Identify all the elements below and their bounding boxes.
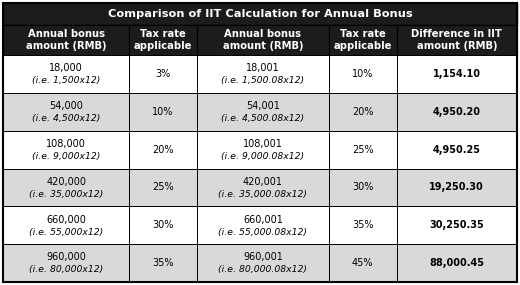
Text: 25%: 25%: [352, 144, 373, 154]
Bar: [397, 93, 517, 131]
Text: (i.e. 9,000x12): (i.e. 9,000x12): [32, 152, 100, 161]
Text: (i.e. 1,500.08x12): (i.e. 1,500.08x12): [222, 76, 305, 85]
Text: 10%: 10%: [152, 107, 174, 117]
Bar: [197, 25, 329, 55]
Bar: [129, 168, 197, 206]
Bar: [3, 3, 517, 25]
Text: 19,250.30: 19,250.30: [430, 182, 484, 192]
Text: 420,000: 420,000: [46, 177, 86, 187]
Bar: [329, 25, 397, 55]
Text: Annual bonus
amount (RMB): Annual bonus amount (RMB): [223, 29, 303, 51]
Bar: [3, 93, 129, 131]
Text: 108,000: 108,000: [46, 139, 86, 149]
Text: (i.e. 55,000x12): (i.e. 55,000x12): [29, 227, 103, 237]
Text: (i.e. 35,000x12): (i.e. 35,000x12): [29, 190, 103, 199]
Bar: [129, 93, 197, 131]
Text: 35%: 35%: [152, 258, 174, 268]
Text: 54,001: 54,001: [246, 101, 280, 111]
Bar: [397, 55, 517, 93]
Bar: [129, 25, 197, 55]
Text: 4,950.25: 4,950.25: [433, 144, 481, 154]
Bar: [329, 55, 397, 93]
Text: 3%: 3%: [155, 69, 171, 79]
Text: (i.e. 1,500x12): (i.e. 1,500x12): [32, 76, 100, 85]
Bar: [397, 131, 517, 168]
Text: 18,000: 18,000: [49, 63, 83, 73]
Text: (i.e. 55,000.08x12): (i.e. 55,000.08x12): [218, 227, 307, 237]
Bar: [197, 168, 329, 206]
Bar: [3, 131, 129, 168]
Text: 54,000: 54,000: [49, 101, 83, 111]
Text: 660,001: 660,001: [243, 215, 283, 225]
Bar: [3, 244, 129, 282]
Bar: [197, 93, 329, 131]
Text: Tax rate
applicable: Tax rate applicable: [134, 29, 192, 51]
Bar: [329, 244, 397, 282]
Text: Comparison of IIT Calculation for Annual Bonus: Comparison of IIT Calculation for Annual…: [108, 9, 412, 19]
Bar: [197, 244, 329, 282]
Text: (i.e. 4,500x12): (i.e. 4,500x12): [32, 114, 100, 123]
Bar: [329, 206, 397, 244]
Text: (i.e. 80,000.08x12): (i.e. 80,000.08x12): [218, 265, 307, 274]
Bar: [397, 244, 517, 282]
Text: 10%: 10%: [352, 69, 373, 79]
Bar: [197, 55, 329, 93]
Text: 108,001: 108,001: [243, 139, 283, 149]
Bar: [329, 131, 397, 168]
Text: 660,000: 660,000: [46, 215, 86, 225]
Text: 20%: 20%: [152, 144, 174, 154]
Text: 35%: 35%: [352, 220, 373, 230]
Text: 30%: 30%: [152, 220, 174, 230]
Bar: [397, 206, 517, 244]
Text: 30,250.35: 30,250.35: [430, 220, 484, 230]
Bar: [129, 131, 197, 168]
Text: 18,001: 18,001: [246, 63, 280, 73]
Bar: [3, 168, 129, 206]
Text: (i.e. 80,000x12): (i.e. 80,000x12): [29, 265, 103, 274]
Text: (i.e. 35,000.08x12): (i.e. 35,000.08x12): [218, 190, 307, 199]
Bar: [197, 131, 329, 168]
Text: 45%: 45%: [352, 258, 373, 268]
Text: Annual bonus
amount (RMB): Annual bonus amount (RMB): [26, 29, 107, 51]
Bar: [129, 244, 197, 282]
Bar: [329, 93, 397, 131]
Text: 25%: 25%: [152, 182, 174, 192]
Bar: [129, 55, 197, 93]
Text: 20%: 20%: [352, 107, 373, 117]
Bar: [129, 206, 197, 244]
Text: (i.e. 9,000.08x12): (i.e. 9,000.08x12): [222, 152, 305, 161]
Text: 1,154.10: 1,154.10: [433, 69, 481, 79]
Bar: [3, 55, 129, 93]
Bar: [3, 25, 129, 55]
Text: (i.e. 4,500.08x12): (i.e. 4,500.08x12): [222, 114, 305, 123]
Text: Difference in IIT
amount (RMB): Difference in IIT amount (RMB): [411, 29, 502, 51]
Text: Tax rate
applicable: Tax rate applicable: [334, 29, 392, 51]
Bar: [329, 168, 397, 206]
Text: 88,000.45: 88,000.45: [430, 258, 484, 268]
Bar: [397, 25, 517, 55]
Text: 4,950.20: 4,950.20: [433, 107, 481, 117]
Text: 420,001: 420,001: [243, 177, 283, 187]
Text: 960,000: 960,000: [46, 253, 86, 262]
Bar: [197, 206, 329, 244]
Bar: [3, 206, 129, 244]
Bar: [397, 168, 517, 206]
Text: 960,001: 960,001: [243, 253, 283, 262]
Text: 30%: 30%: [352, 182, 373, 192]
